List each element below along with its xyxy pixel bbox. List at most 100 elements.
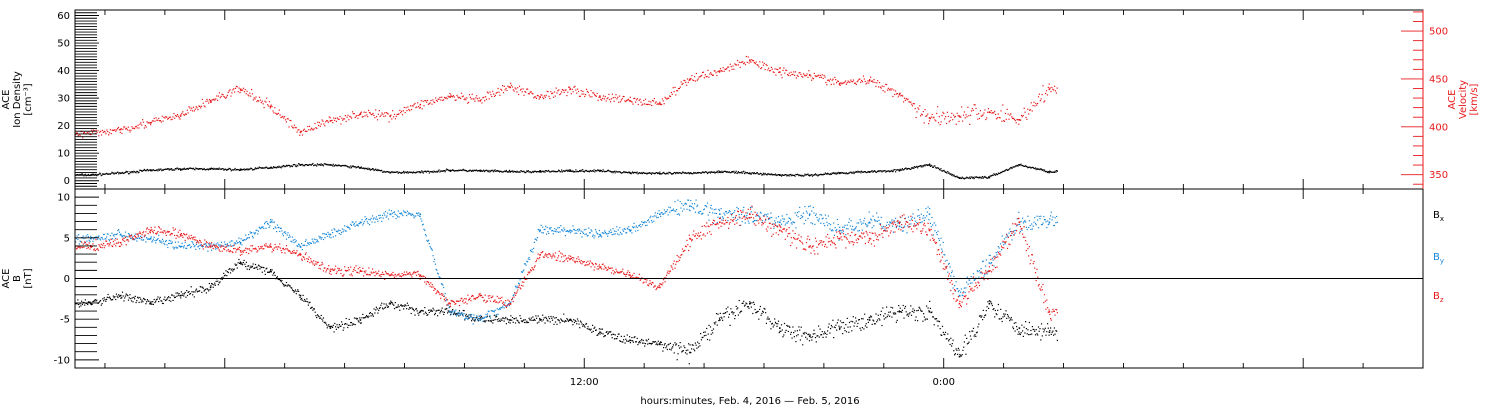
by-sample bbox=[708, 219, 710, 221]
bx-sample bbox=[754, 308, 756, 311]
bx-sample bbox=[871, 323, 873, 325]
density-sample bbox=[942, 170, 944, 172]
by-sample bbox=[406, 215, 408, 217]
bx-sample bbox=[153, 298, 155, 301]
bx-sample bbox=[78, 303, 80, 306]
by-sample bbox=[903, 226, 905, 228]
velocity-sample bbox=[602, 95, 605, 97]
bx-sample bbox=[558, 319, 560, 321]
by-sample bbox=[243, 239, 245, 241]
density-sample bbox=[223, 169, 225, 171]
by-sample bbox=[657, 212, 659, 214]
bx-sample bbox=[993, 308, 995, 310]
bx-sample bbox=[418, 314, 420, 316]
by-sample bbox=[845, 228, 848, 230]
by-sample bbox=[440, 283, 442, 285]
by-sample bbox=[598, 236, 600, 238]
by-sample bbox=[635, 230, 637, 232]
density-sample bbox=[114, 172, 116, 174]
bx-sample bbox=[514, 322, 517, 324]
density-sample bbox=[723, 170, 725, 172]
bx-sample bbox=[338, 327, 340, 329]
bx-sample bbox=[1049, 329, 1051, 332]
by-sample bbox=[535, 238, 537, 240]
bx-sample bbox=[190, 286, 192, 288]
velocity-sample bbox=[510, 84, 513, 86]
velocity-sample bbox=[837, 80, 839, 82]
by-sample bbox=[347, 226, 349, 228]
by-sample bbox=[678, 213, 680, 215]
by-sample bbox=[118, 231, 120, 233]
bx-sample bbox=[1053, 327, 1055, 329]
bx-sample bbox=[183, 295, 185, 297]
density-sample bbox=[132, 172, 134, 174]
density-sample bbox=[660, 173, 662, 175]
density-sample bbox=[498, 170, 500, 172]
velocity-sample bbox=[299, 134, 301, 136]
bx-sample bbox=[530, 317, 532, 319]
bx-sample bbox=[703, 335, 705, 337]
velocity-sample bbox=[347, 114, 349, 116]
density-sample bbox=[103, 173, 105, 175]
bx-sample bbox=[258, 265, 260, 267]
by-sample bbox=[759, 216, 761, 218]
velocity-sample bbox=[349, 115, 351, 118]
velocity-sample bbox=[370, 114, 372, 116]
density-sample bbox=[507, 171, 509, 173]
velocity-sample bbox=[778, 67, 781, 69]
by-sample bbox=[515, 287, 517, 289]
by-sample bbox=[853, 229, 855, 231]
velocity-sample bbox=[319, 125, 321, 127]
bx-sample bbox=[854, 322, 856, 324]
bx-sample bbox=[294, 290, 296, 292]
velocity-sample bbox=[687, 81, 689, 83]
bx-sample bbox=[727, 306, 729, 308]
density-sample bbox=[394, 171, 396, 173]
velocity-sample bbox=[794, 71, 797, 73]
by-sample bbox=[719, 216, 721, 218]
bx-sample bbox=[680, 346, 682, 348]
by-point bbox=[988, 262, 991, 264]
density-sample bbox=[187, 168, 189, 170]
by-sample bbox=[280, 227, 282, 229]
density-sample bbox=[412, 171, 414, 173]
bx-sample bbox=[539, 317, 541, 320]
bx-sample bbox=[1034, 330, 1036, 332]
bx-sample bbox=[344, 323, 346, 325]
by-sample bbox=[368, 218, 370, 221]
velocity-sample bbox=[91, 129, 93, 131]
density-point bbox=[569, 170, 571, 172]
density-sample bbox=[616, 171, 618, 173]
by-sample bbox=[333, 228, 335, 230]
by-sample bbox=[220, 241, 223, 243]
by-sample bbox=[259, 227, 261, 229]
velocity-sample bbox=[411, 105, 413, 107]
density-sample bbox=[749, 172, 751, 174]
density-sample bbox=[579, 170, 581, 172]
by-sample bbox=[310, 242, 312, 244]
by-sample bbox=[645, 221, 647, 223]
density-sample bbox=[343, 164, 345, 167]
by-sample bbox=[647, 219, 650, 221]
density-sample bbox=[227, 168, 229, 171]
velocity-sample bbox=[1031, 110, 1033, 112]
bx-sample bbox=[354, 324, 356, 326]
velocity-sample bbox=[165, 116, 167, 118]
density-sample bbox=[653, 173, 656, 175]
by-sample bbox=[145, 241, 147, 243]
by-sample bbox=[647, 220, 649, 222]
bx-sample bbox=[113, 297, 115, 299]
by-sample bbox=[833, 234, 835, 236]
velocity-sample bbox=[306, 130, 308, 132]
density-sample bbox=[458, 169, 460, 171]
density-sample bbox=[951, 174, 953, 176]
velocity-sample bbox=[772, 71, 774, 73]
velocity-sample bbox=[584, 95, 586, 98]
density-sample bbox=[1009, 167, 1012, 169]
density-sample bbox=[368, 168, 370, 171]
bx-sample bbox=[898, 305, 900, 307]
by-sample bbox=[197, 246, 199, 248]
by-sample bbox=[455, 309, 457, 311]
bx-sample bbox=[937, 325, 939, 327]
